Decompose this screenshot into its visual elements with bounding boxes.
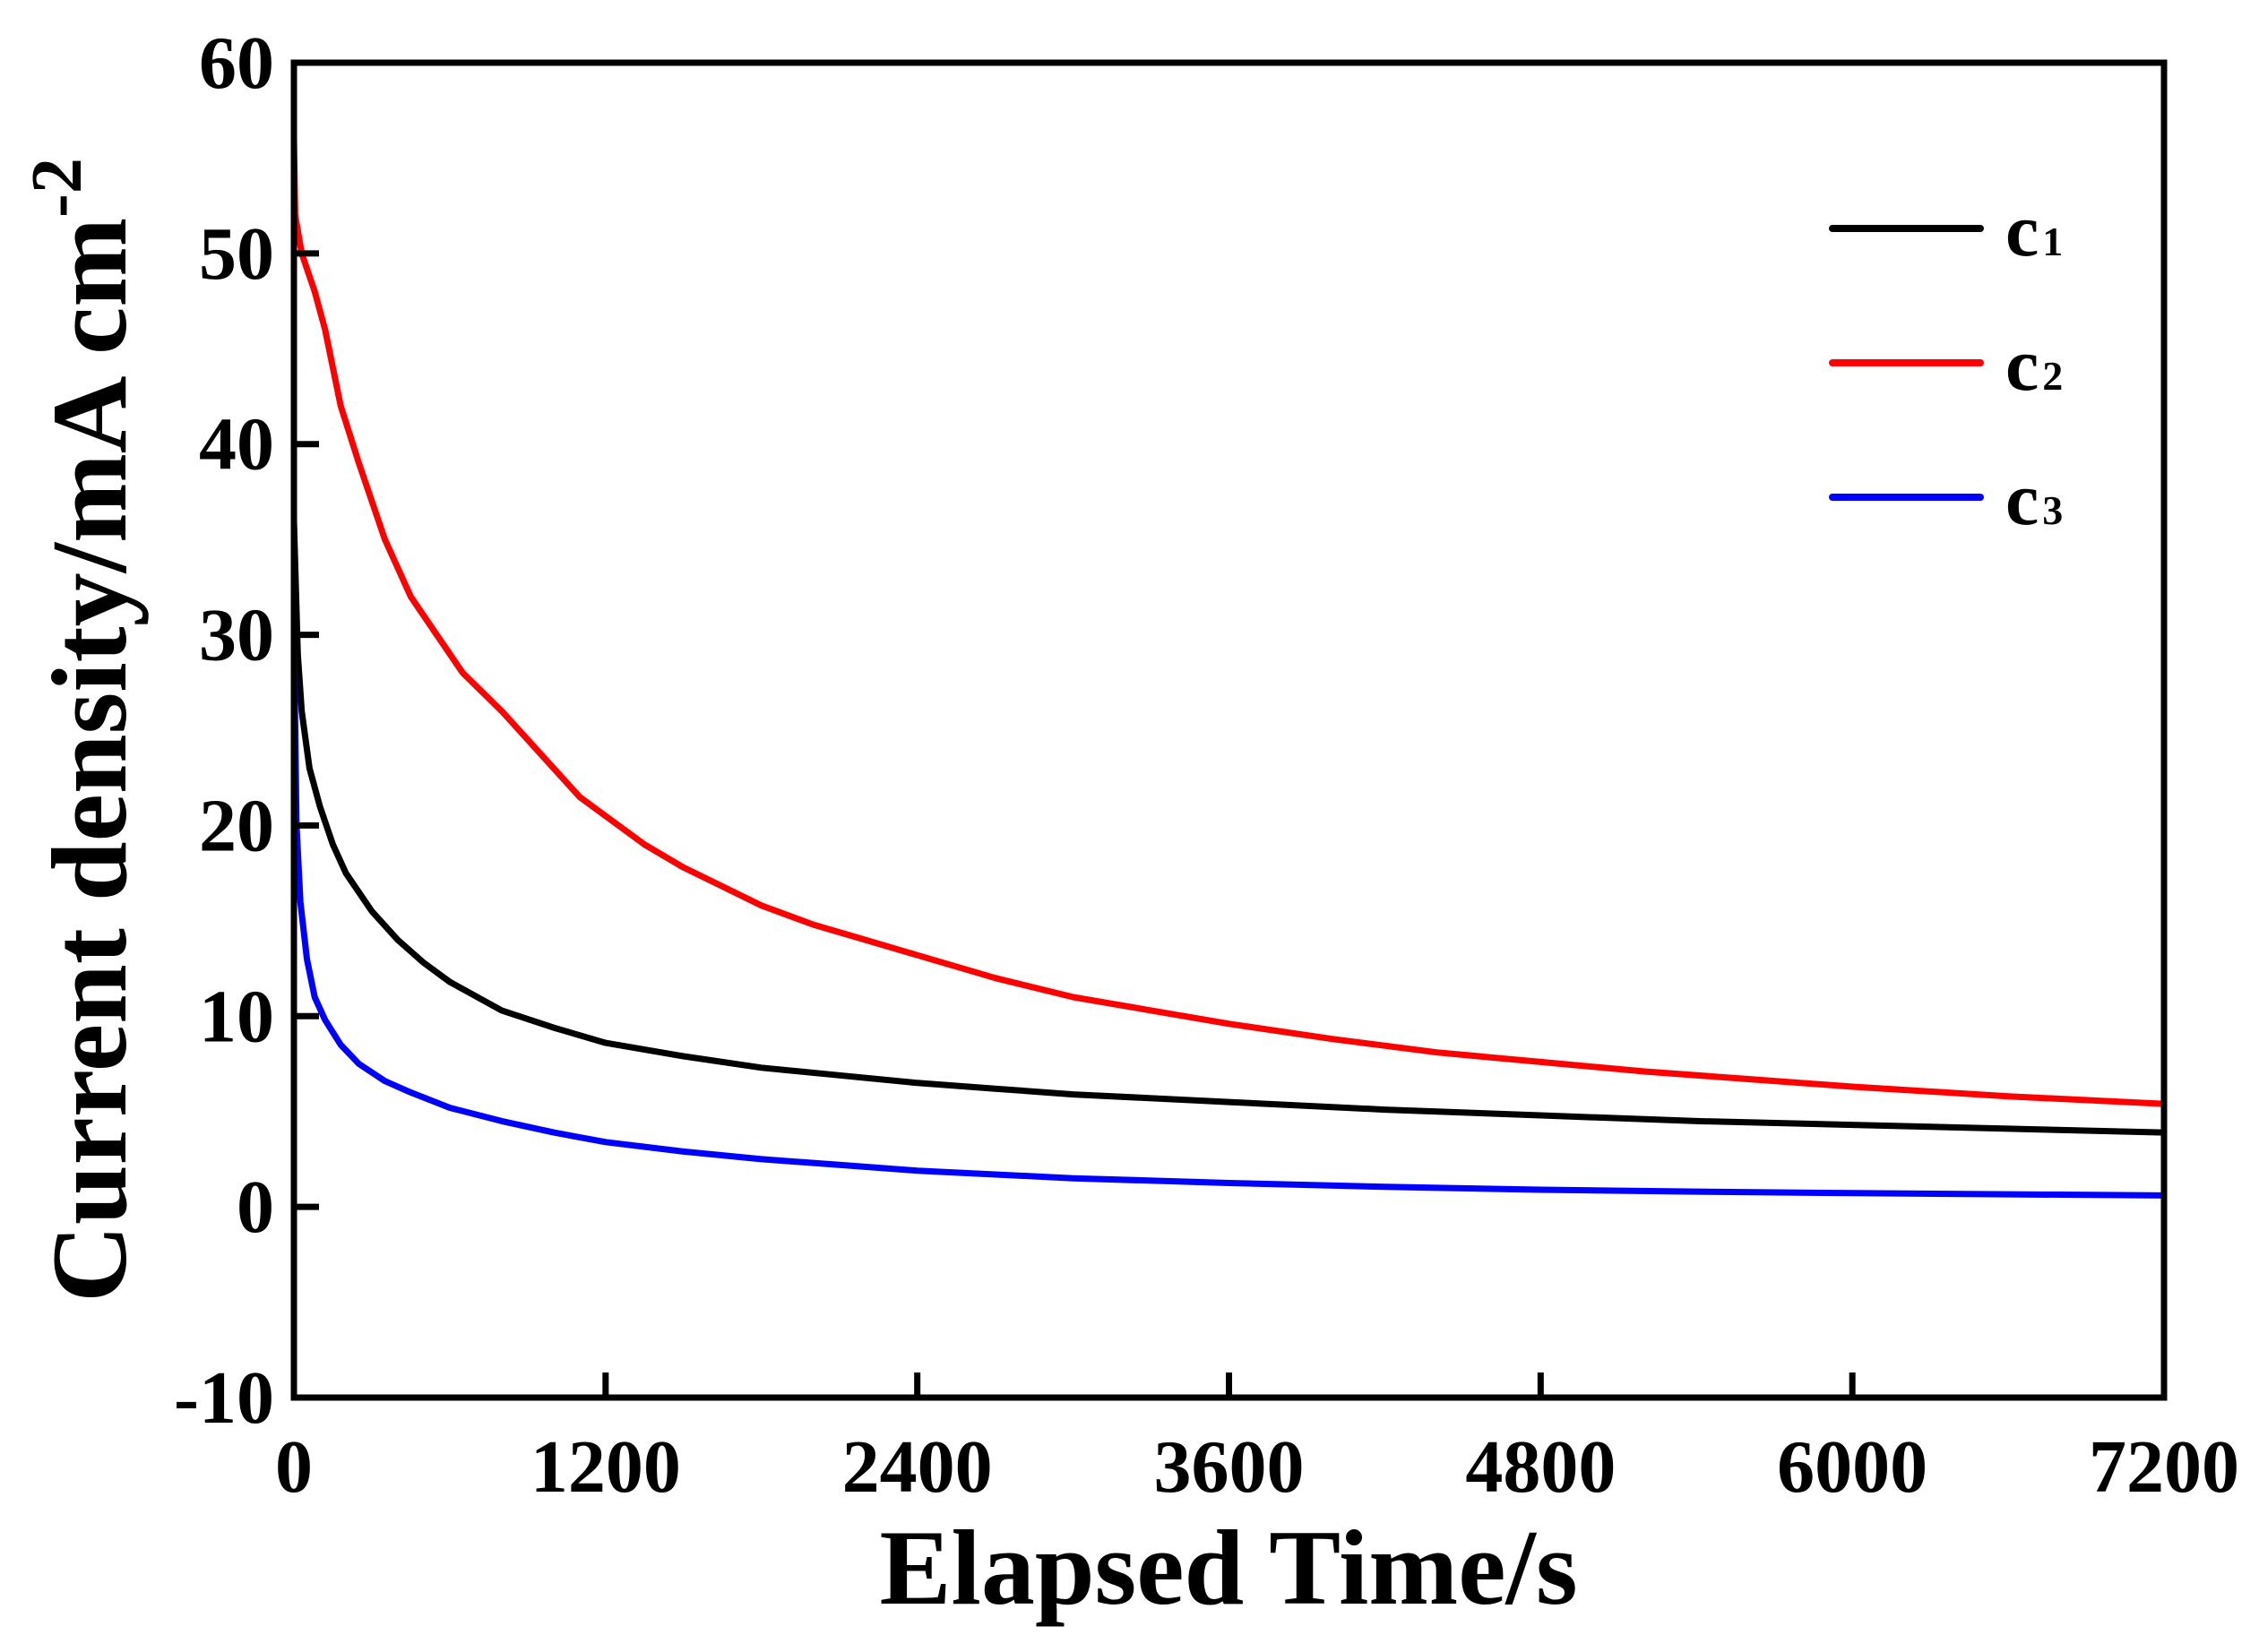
- y-tick-label: 10: [199, 975, 274, 1058]
- y-axis-title: Current density/mA cm-2: [18, 158, 149, 1303]
- y-tick-label: 20: [199, 784, 274, 867]
- legend-label-subscript: 1: [2042, 219, 2063, 264]
- x-tick-label: 3600: [1154, 1425, 1305, 1509]
- series-line-c3: [290, 632, 2168, 1199]
- y-axis-title-main: Current density/mA cm: [30, 218, 149, 1303]
- x-axis-title: Elapsed Time/s: [879, 1508, 1577, 1627]
- x-tick-label: 2400: [842, 1425, 993, 1509]
- y-axis-ticks: -10 0 10 20 30 40 50 60: [174, 22, 319, 1440]
- y-tick-label: 30: [199, 594, 274, 677]
- series-line-c1: [290, 517, 2168, 1136]
- legend-label-subscript: 2: [2042, 353, 2063, 399]
- x-tick-label: 1200: [530, 1425, 681, 1509]
- legend-label-c3: c3: [2005, 458, 2063, 541]
- x-tick-label: 0: [275, 1425, 313, 1509]
- y-tick-label: 60: [199, 22, 274, 105]
- legend-label-c2: c2: [2005, 323, 2063, 407]
- x-tick-label: 4800: [1465, 1425, 1616, 1509]
- y-tick-label: 40: [199, 403, 274, 486]
- x-axis-ticks: 0 1200 2400 3600 4800 6000 7200: [275, 1372, 2239, 1509]
- legend-label-subscript: 3: [2042, 487, 2063, 533]
- series-line-c2: [290, 135, 2168, 1107]
- y-tick-label: -10: [174, 1356, 274, 1440]
- legend-label-main: c: [2005, 323, 2039, 407]
- y-tick-label: 0: [237, 1166, 274, 1249]
- series-layer: [290, 135, 2168, 1199]
- x-tick-label: 7200: [2089, 1425, 2239, 1509]
- legend-label-main: c: [2005, 189, 2039, 272]
- x-tick-label: 6000: [1777, 1425, 1927, 1509]
- y-tick-label: 50: [199, 212, 274, 296]
- y-axis-title-superscript: -2: [18, 158, 97, 218]
- plot-frame: [290, 59, 2168, 1401]
- legend-label-c1: c1: [2005, 189, 2063, 272]
- legend-label-main: c: [2005, 458, 2039, 541]
